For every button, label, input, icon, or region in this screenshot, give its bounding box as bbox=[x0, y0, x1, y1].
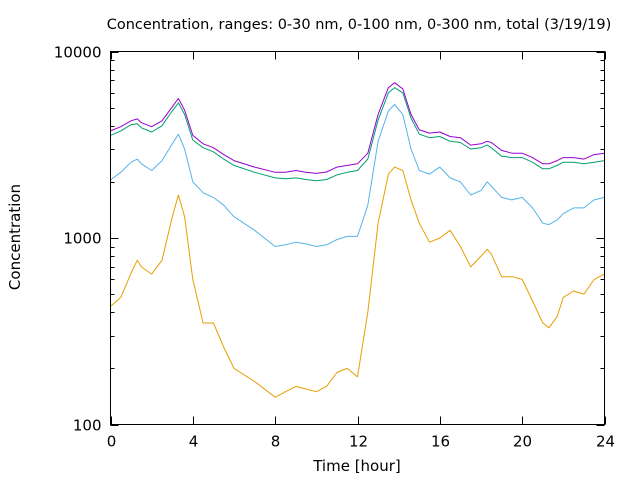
y-tick-label: 10000 bbox=[54, 44, 102, 62]
x-tick-label: 8 bbox=[271, 433, 281, 451]
y-axis-label: Concentration bbox=[6, 184, 24, 290]
x-tick-label: 12 bbox=[349, 433, 368, 451]
chart-title: Concentration, ranges: 0-30 nm, 0-100 nm… bbox=[107, 17, 612, 33]
x-tick-label: 0 bbox=[107, 433, 117, 451]
series-line-2 bbox=[110, 104, 605, 247]
series-line-1 bbox=[110, 166, 605, 398]
y-tick-label: 1000 bbox=[63, 230, 101, 248]
y-tick-label: 100 bbox=[73, 417, 102, 435]
x-tick-label: 20 bbox=[513, 433, 532, 451]
x-tick-label: 16 bbox=[431, 433, 450, 451]
x-axis-label: Time [hour] bbox=[312, 457, 401, 475]
tick-layer: 0 4 8 12 16 20 24 100 1000 10000 bbox=[54, 44, 615, 451]
series-layer bbox=[110, 82, 605, 398]
x-tick-label: 24 bbox=[596, 433, 615, 451]
x-tick-label: 4 bbox=[189, 433, 199, 451]
series-line-4 bbox=[110, 82, 605, 174]
plot-frame bbox=[110, 51, 605, 425]
series-line-3 bbox=[110, 87, 605, 182]
